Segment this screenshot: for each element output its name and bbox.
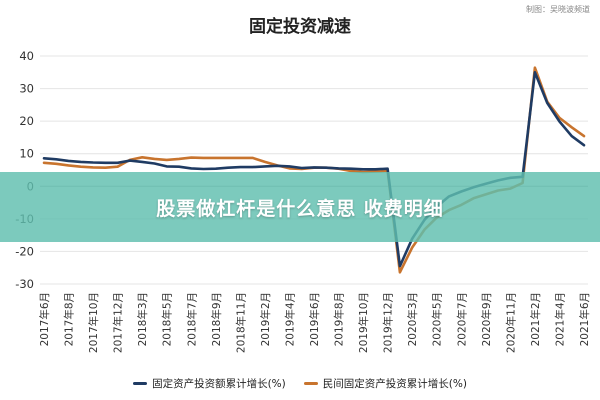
x-tick-label: 2021年2月: [529, 292, 542, 346]
y-tick-label: -30: [15, 277, 34, 291]
credit-text: 制图：吴晓波频道: [526, 5, 590, 14]
x-tick-label: 2019年8月: [333, 292, 346, 346]
x-tick-label: 2019年4月: [283, 292, 296, 346]
x-tick-label: 2019年6月: [308, 292, 321, 346]
x-tick-label: 2019年2月: [259, 292, 272, 346]
x-tick-label: 2019年10月: [357, 292, 370, 353]
legend-label: 民间固定资产投资累计增长(%): [322, 378, 467, 390]
x-axis-ticks: 2017年6月 2017年8月 2017年10月 2017年12月 2018年3月 201…: [38, 292, 591, 353]
y-axis-ticks: 403020100-10-20-30: [15, 49, 34, 291]
x-tick-label: 2018年7月: [185, 292, 198, 346]
x-tick-label: 2021年6月: [578, 292, 591, 346]
x-tick-label: 2020年11月: [504, 292, 517, 353]
x-tick-label: 2017年8月: [63, 292, 76, 346]
x-tick-label: 2017年6月: [38, 292, 51, 346]
chart-legend: 固定资产投资额累计增长(%) 民间固定资产投资累计增长(%): [0, 376, 600, 391]
legend-label: 固定资产投资额累计增长(%): [152, 378, 286, 390]
x-tick-label: 2019年12月: [382, 292, 395, 353]
legend-item-fixed-investment: 固定资产投资额累计增长(%): [133, 376, 286, 391]
line-swatch-icon: [133, 382, 148, 385]
x-tick-label: 2020年7月: [455, 292, 468, 346]
overlay-banner[interactable]: 股票做杠杆是什么意思 收费明细: [0, 172, 600, 242]
y-tick-label: 10: [19, 147, 34, 161]
banner-text: 股票做杠杆是什么意思 收费明细: [156, 197, 444, 220]
x-tick-label: 2021年4月: [553, 292, 566, 346]
x-tick-label: 2018年5月: [161, 292, 174, 346]
y-tick-label: -20: [15, 244, 34, 258]
x-tick-label: 2020年5月: [431, 292, 444, 346]
y-tick-label: 30: [19, 82, 34, 96]
grid-lines: [40, 55, 588, 285]
x-tick-label: 2020年9月: [480, 292, 493, 346]
line-swatch-icon: [303, 382, 318, 385]
chart-title: 固定投资减速: [249, 17, 351, 37]
x-tick-label: 2017年10月: [87, 292, 100, 353]
x-tick-label: 2018年3月: [136, 292, 149, 346]
y-tick-label: 20: [19, 114, 34, 128]
x-tick-label: 2017年12月: [112, 292, 125, 353]
y-tick-label: 40: [19, 49, 34, 63]
x-tick-label: 2020年3月: [406, 292, 419, 346]
legend-item-private-investment: 民间固定资产投资累计增长(%): [303, 376, 467, 391]
x-tick-label: 2018年11月: [234, 292, 247, 353]
x-tick-label: 2018年9月: [210, 292, 223, 346]
